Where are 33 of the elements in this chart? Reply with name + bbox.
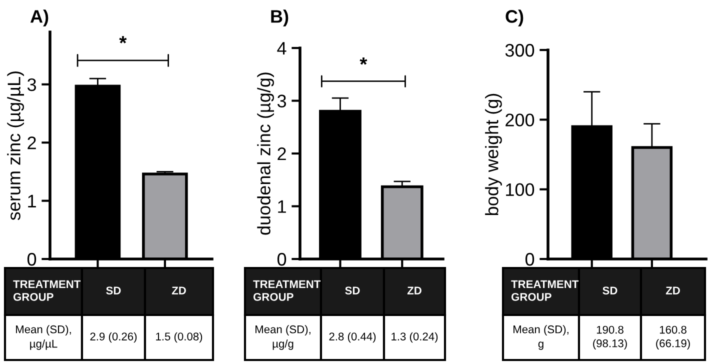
y-tick-label: 100 bbox=[506, 183, 534, 196]
text: 1.5 (0.08) bbox=[156, 332, 202, 343]
y-axis-title: serum zinc (µg/µL) bbox=[7, 72, 24, 220]
text: Mean (SD), µg/g bbox=[256, 325, 310, 350]
y-tick-label: 0 bbox=[27, 252, 36, 266]
y-tick-label: 2 bbox=[28, 136, 36, 150]
y-axis-title: body weight (g) bbox=[485, 94, 502, 216]
text: Mean (SD), g bbox=[514, 325, 568, 350]
text: 1.3 (0.24) bbox=[392, 332, 438, 343]
text: 190.8 (98.13) bbox=[593, 326, 627, 350]
y-tick-label: 4 bbox=[277, 42, 286, 55]
y-tick-label: 0 bbox=[277, 252, 286, 266]
y-tick-label: 0 bbox=[525, 252, 534, 266]
chart-title: A) bbox=[30, 10, 48, 26]
text: 160.8 (66.19) bbox=[656, 326, 690, 350]
y-tick-label: 300 bbox=[505, 44, 534, 57]
text: Mean (SD), µg/µL bbox=[16, 325, 71, 350]
annotation: * bbox=[119, 36, 127, 44]
text: TREATMENT GROUP bbox=[511, 280, 579, 301]
y-tick-label: 1 bbox=[278, 200, 286, 213]
y-tick-label: 2 bbox=[278, 147, 286, 160]
annotation: * bbox=[360, 57, 368, 65]
text: 2.8 (0.44) bbox=[329, 332, 376, 343]
y-tick-label: 3 bbox=[27, 78, 36, 92]
y-tick-label: 1 bbox=[28, 194, 36, 208]
y-tick-label: 200 bbox=[506, 114, 534, 126]
text: TREATMENT GROUP bbox=[253, 280, 321, 301]
y-axis-title: duodenal zinc (µg/g) bbox=[257, 72, 274, 235]
text: 2.9 (0.26) bbox=[90, 332, 137, 343]
chart-title: C) bbox=[506, 10, 524, 26]
chart-title: B) bbox=[271, 10, 288, 26]
y-tick-label: 3 bbox=[277, 94, 286, 108]
text: TREATMENT GROUP bbox=[13, 280, 81, 301]
